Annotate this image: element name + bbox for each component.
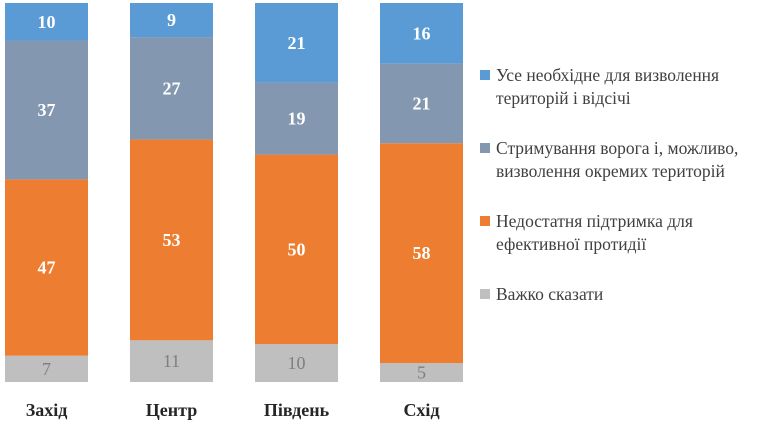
- bar-segment: [5, 3, 88, 41]
- data-label: 53: [163, 230, 181, 250]
- x-tick-label: Захід: [26, 400, 68, 420]
- bar-segment: [380, 3, 463, 64]
- legend-label: Усе необхідне для визволення територій і…: [496, 65, 720, 108]
- x-tick-label: Схід: [403, 400, 439, 420]
- data-label: 19: [288, 109, 306, 129]
- data-label: 7: [42, 359, 51, 379]
- chart-legend: Усе необхідне для визволення територій і…: [480, 64, 778, 333]
- bar-segment: [130, 340, 213, 382]
- data-label: 47: [38, 258, 56, 278]
- bar-segment: [5, 179, 88, 356]
- bar-segment: [380, 63, 463, 144]
- stacked-bar-chart: 7 47 37 10 Захід 11 53 27 9 Центр 10 50 19 21 Південь 5…: [5, 3, 463, 420]
- legend-swatch: [480, 216, 490, 226]
- data-label: 27: [163, 78, 181, 98]
- data-label: 21: [413, 93, 431, 113]
- bar-segment: [380, 143, 463, 364]
- x-tick-label: Південь: [264, 400, 330, 420]
- legend-swatch: [480, 289, 490, 299]
- data-label: 10: [38, 12, 56, 32]
- legend-swatch: [480, 70, 490, 80]
- bar-segment: [130, 139, 213, 341]
- legend-item: Важко сказати: [480, 283, 778, 306]
- legend-label: Недостатня підтримка для ефективної прот…: [496, 211, 693, 254]
- data-label: 5: [417, 363, 426, 383]
- legend-swatch: [480, 143, 490, 153]
- legend-item: Недостатня підтримка для ефективної прот…: [480, 210, 778, 256]
- bar-segment: [255, 154, 338, 345]
- x-tick-label: Центр: [146, 400, 197, 420]
- data-label: 10: [288, 353, 306, 373]
- bar-segment: [255, 3, 338, 83]
- data-label: 16: [413, 23, 431, 43]
- legend-item: Стримування ворога і, можливо, визволенн…: [480, 137, 778, 183]
- bar-segment: [130, 3, 213, 38]
- data-label: 37: [38, 100, 56, 120]
- data-label: 11: [163, 351, 180, 371]
- bar-segment: [255, 82, 338, 155]
- bar-segment: [130, 37, 213, 140]
- bar-segment: [255, 344, 338, 382]
- legend-label: Стримування ворога і, можливо, визволенн…: [496, 138, 739, 181]
- data-label: 21: [288, 33, 306, 53]
- legend-item: Усе необхідне для визволення територій і…: [480, 64, 778, 110]
- data-label: 50: [288, 239, 306, 259]
- legend-label: Важко сказати: [496, 284, 604, 304]
- bar-segment: [380, 363, 463, 382]
- bar-segment: [5, 355, 88, 382]
- data-label: 58: [413, 243, 431, 263]
- bar-segment: [5, 40, 88, 180]
- data-label: 9: [167, 10, 176, 30]
